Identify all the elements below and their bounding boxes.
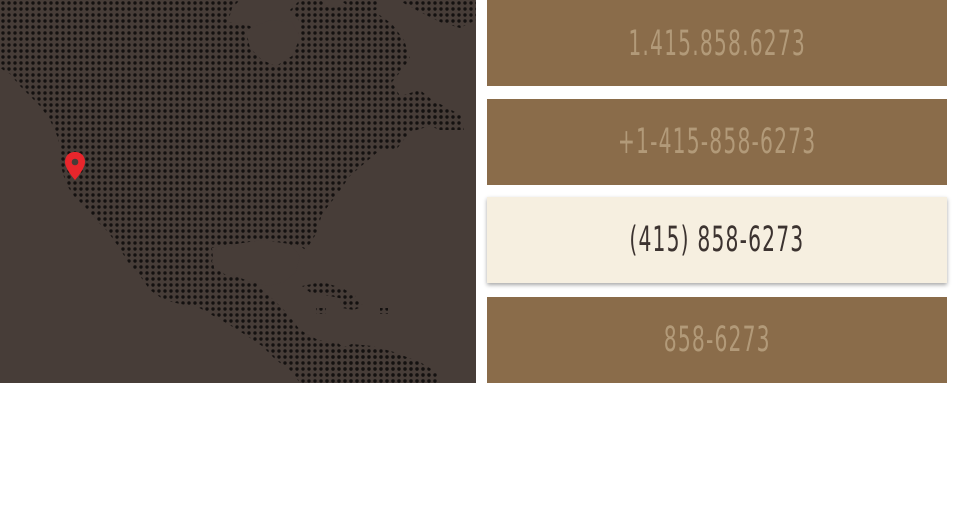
map-hudson-bay: [246, 20, 300, 66]
map-arctic-islands: [340, 0, 380, 12]
map-greenland: [398, 0, 476, 28]
map-cuba: [302, 282, 356, 300]
phone-format-option-dotted[interactable]: 1.415.858.6273: [487, 0, 947, 86]
phone-format-option-international[interactable]: +1-415-858-6273: [487, 99, 947, 185]
phone-format-label: 1.415.858.6273: [628, 24, 806, 64]
map-south-america: [322, 344, 436, 383]
map-newfoundland: [418, 104, 446, 124]
phone-format-label: 858-6273: [663, 320, 771, 360]
map-hispaniola: [340, 300, 364, 310]
phone-format-list: 1.415.858.6273 +1-415-858-6273 (415) 858…: [487, 0, 947, 383]
map-pin-icon[interactable]: [65, 152, 85, 180]
phone-format-label: (415) 858-6273: [629, 220, 805, 260]
phone-format-option-local[interactable]: 858-6273: [487, 297, 947, 383]
phone-format-option-parenthesized[interactable]: (415) 858-6273: [487, 197, 947, 283]
map-land-north-america: [0, 0, 464, 383]
map-canvas: [0, 0, 476, 383]
phone-format-label: +1-415-858-6273: [617, 122, 817, 162]
map-gulf-of-mexico: [212, 240, 300, 286]
dotted-world-map: [0, 0, 476, 383]
map-small-islands: [316, 308, 388, 314]
